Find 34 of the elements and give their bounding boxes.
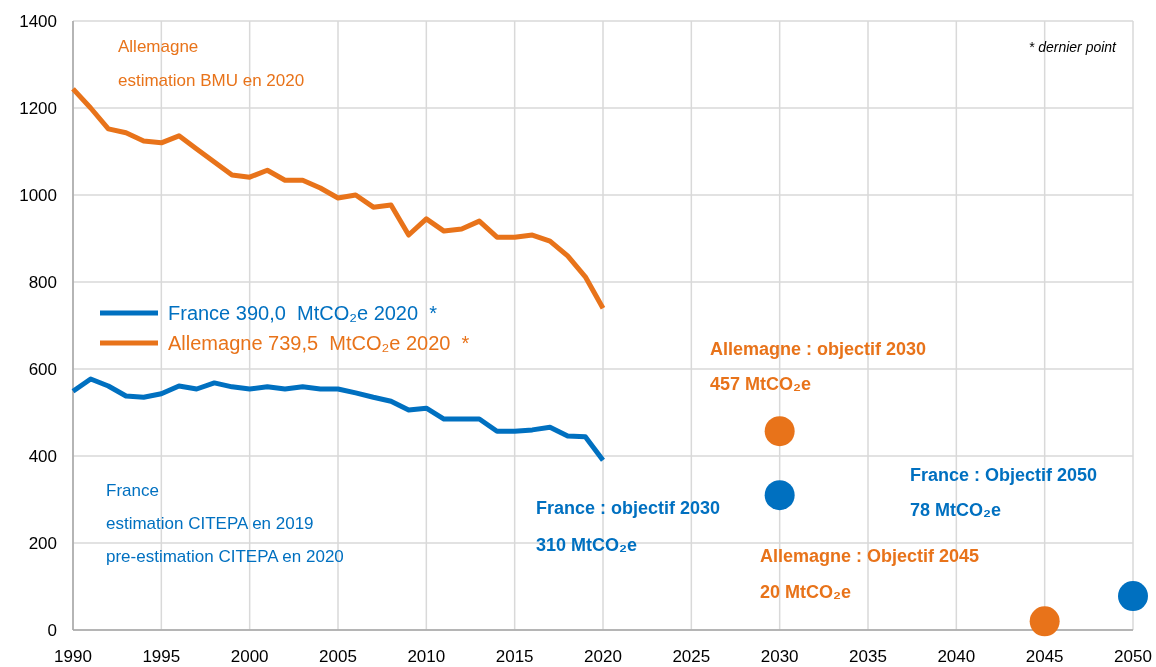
annotation: France estimation CITEPA en 2019 pre-estimation CITEPA en 2020: [106, 481, 344, 566]
x-tick-label: 2040: [937, 647, 976, 666]
point: [764, 416, 795, 447]
y-tick-label: 0: [47, 621, 57, 640]
point: [1118, 581, 1148, 612]
y-tick-label: 400: [28, 447, 57, 466]
x-tick-label: 2030: [760, 647, 799, 666]
x-tick-label: 1990: [54, 647, 92, 666]
y-tick-label: 1200: [19, 99, 57, 118]
x-tick-label: 2015: [495, 647, 534, 666]
annotation: Allemagne estimation BMU en 2020: [118, 37, 305, 90]
y-tick-label: 1000: [19, 186, 57, 205]
point: [1029, 606, 1060, 637]
x-tick-label: 1995: [142, 647, 181, 666]
annotation: Allemagne : Objectif 2045 20 MtCO₂e: [760, 546, 980, 602]
y-tick-label: 1400: [19, 12, 57, 31]
annotation: Allemagne : objectif 2030 457 MtCO₂e: [710, 339, 927, 394]
x-tick-label: 2045: [1025, 647, 1064, 666]
x-tick-label: 2020: [584, 647, 622, 666]
y-tick-label: 800: [28, 273, 57, 292]
y-tick-label: 200: [28, 534, 57, 553]
x-tick-label: 2050: [1114, 647, 1152, 666]
annotation: France : Objectif 2050 78 MtCO₂e: [910, 465, 1098, 520]
x-tick-label: 2005: [319, 647, 357, 666]
annotation: France : objectif 2030 310 MtCO₂e: [536, 498, 721, 555]
point: [764, 480, 795, 511]
legend-label: France 390,0 MtCO₂e 2020 *: [168, 302, 438, 324]
legend-label: Allemagne 739,5 MtCO₂e 2020 *: [168, 332, 470, 354]
annotation: * dernier point: [1028, 39, 1118, 55]
y-tick-label: 600: [28, 360, 57, 379]
x-tick-label: 2035: [849, 647, 887, 666]
x-tick-label: 2025: [672, 647, 711, 666]
x-tick-label: 2000: [230, 647, 269, 666]
x-tick-label: 2010: [407, 647, 446, 666]
